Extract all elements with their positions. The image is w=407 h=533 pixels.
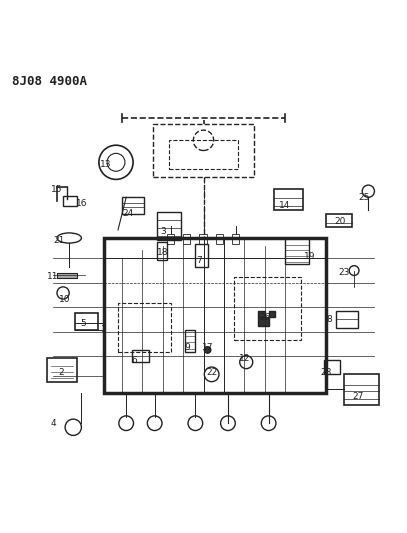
Bar [157,242,167,261]
Text: 18: 18 [157,248,168,257]
Bar [195,244,208,266]
Bar [258,311,265,317]
Text: 24: 24 [123,209,134,218]
Text: 21: 21 [53,236,65,245]
Bar [326,214,352,227]
Text: 8: 8 [327,315,333,324]
Bar [344,374,379,405]
Text: 13: 13 [100,160,112,169]
Circle shape [204,346,211,353]
Bar [183,234,190,244]
Text: 4: 4 [50,419,56,427]
Text: 19: 19 [304,252,315,261]
Bar [157,212,181,240]
Text: 20: 20 [334,217,346,226]
Bar [185,329,195,352]
Text: 9: 9 [184,343,190,352]
Bar [57,273,77,278]
Bar [324,360,340,374]
Text: 16: 16 [76,199,87,208]
Text: 12: 12 [239,353,250,362]
Bar [153,124,254,177]
Text: 7: 7 [197,256,202,265]
Text: 15: 15 [51,184,63,193]
Bar [167,234,174,244]
Bar [232,234,239,244]
Text: 5: 5 [81,319,86,328]
Text: 23: 23 [338,268,350,277]
Bar [47,358,77,383]
Text: 11: 11 [47,272,59,281]
Bar [274,189,303,211]
Text: 1: 1 [101,325,107,334]
Text: 27: 27 [352,392,364,401]
Bar [63,196,77,206]
Text: 10: 10 [59,295,71,304]
Text: 28: 28 [320,368,331,377]
Bar [132,350,149,362]
Bar [199,234,207,244]
Text: 3: 3 [160,228,166,237]
Text: 22: 22 [206,368,217,377]
Text: 8J08 4900A: 8J08 4900A [12,75,87,88]
Text: 14: 14 [279,201,291,210]
Text: 17: 17 [202,343,213,352]
Bar [122,197,144,214]
Bar [269,311,275,317]
Bar [285,238,309,264]
Bar [258,317,269,326]
Bar [336,311,358,328]
Text: 2: 2 [58,368,64,377]
Text: 26: 26 [259,313,270,322]
Bar [75,313,98,329]
Text: 6: 6 [131,356,137,365]
Bar [216,234,223,244]
Bar [104,238,326,393]
Bar [169,140,238,169]
Text: 25: 25 [359,193,370,202]
Bar [118,303,171,352]
Bar [234,277,301,340]
